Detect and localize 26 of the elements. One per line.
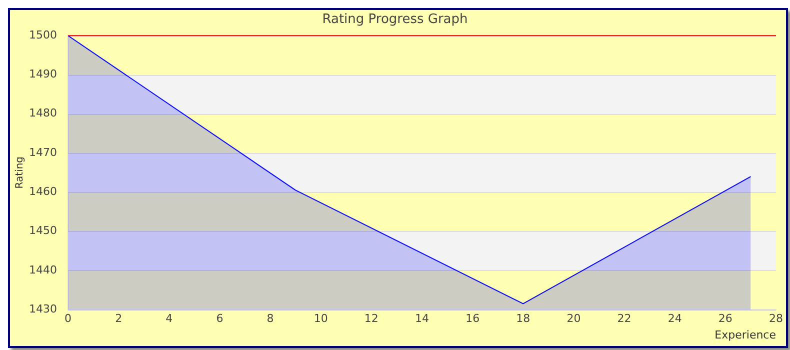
- chart-title: Rating Progress Graph: [322, 12, 468, 28]
- x-tick-label: 20: [566, 312, 581, 326]
- x-tick-label: 12: [364, 312, 378, 326]
- x-tick-label: 26: [718, 312, 732, 326]
- x-tick-label: 4: [166, 312, 173, 326]
- x-tick-label: 10: [314, 312, 328, 326]
- x-tick-label: 8: [266, 312, 274, 326]
- x-tick-label: 28: [769, 312, 783, 326]
- x-tick-label: 18: [516, 312, 530, 326]
- x-tick-label: 22: [617, 312, 632, 326]
- y-tick-label: 1480: [28, 106, 57, 120]
- x-tick-label: 6: [216, 312, 224, 326]
- y-tick-label: 1500: [28, 28, 57, 42]
- y-axis-title: Rating: [14, 156, 26, 189]
- y-tick-label: 1430: [28, 302, 57, 316]
- y-tick-label: 1450: [28, 224, 57, 238]
- y-tick-label: 1460: [28, 185, 57, 198]
- y-tick-label: 1440: [28, 263, 57, 276]
- y-tick-label: 1470: [28, 146, 57, 159]
- x-tick-label: 16: [466, 312, 480, 326]
- x-tick-label: 0: [64, 312, 72, 326]
- y-tick-label: 1490: [28, 68, 57, 81]
- x-tick-label: 24: [668, 312, 682, 326]
- x-tick-label: 2: [115, 312, 122, 326]
- x-axis-title: Experience: [714, 328, 776, 342]
- x-tick-label: 14: [414, 312, 429, 326]
